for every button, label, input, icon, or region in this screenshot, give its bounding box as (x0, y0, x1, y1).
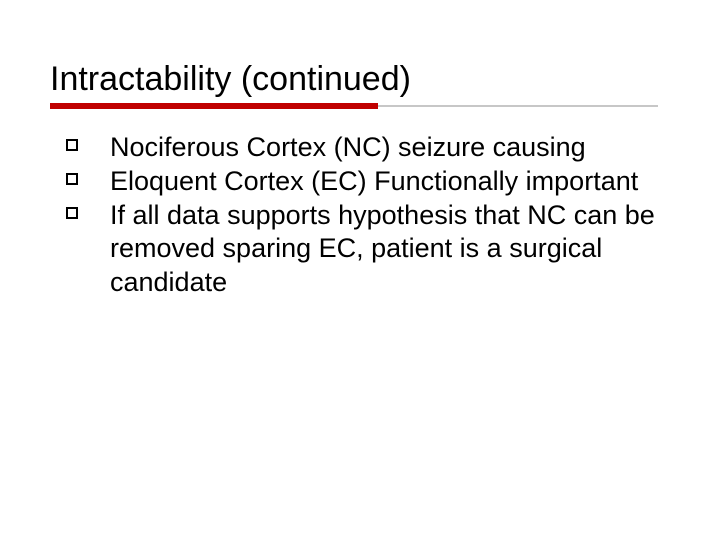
slide-title: Intractability (continued) (50, 60, 670, 99)
list-item-text: Eloquent Cortex (EC) Functionally import… (110, 166, 638, 196)
list-item: Eloquent Cortex (EC) Functionally import… (62, 165, 662, 199)
square-bullet-icon (66, 139, 78, 151)
list-item-text: If all data supports hypothesis that NC … (110, 200, 655, 298)
slide: Intractability (continued) Nociferous Co… (0, 0, 720, 540)
square-bullet-icon (66, 207, 78, 219)
underline-red-segment (50, 103, 378, 109)
list-item: Nociferous Cortex (NC) seizure causing (62, 131, 662, 165)
title-underline (50, 103, 670, 109)
list-item: If all data supports hypothesis that NC … (62, 199, 662, 300)
square-bullet-icon (66, 173, 78, 185)
bullet-list: Nociferous Cortex (NC) seizure causing E… (50, 131, 670, 300)
list-item-text: Nociferous Cortex (NC) seizure causing (110, 132, 586, 162)
underline-gray-segment (378, 105, 658, 107)
